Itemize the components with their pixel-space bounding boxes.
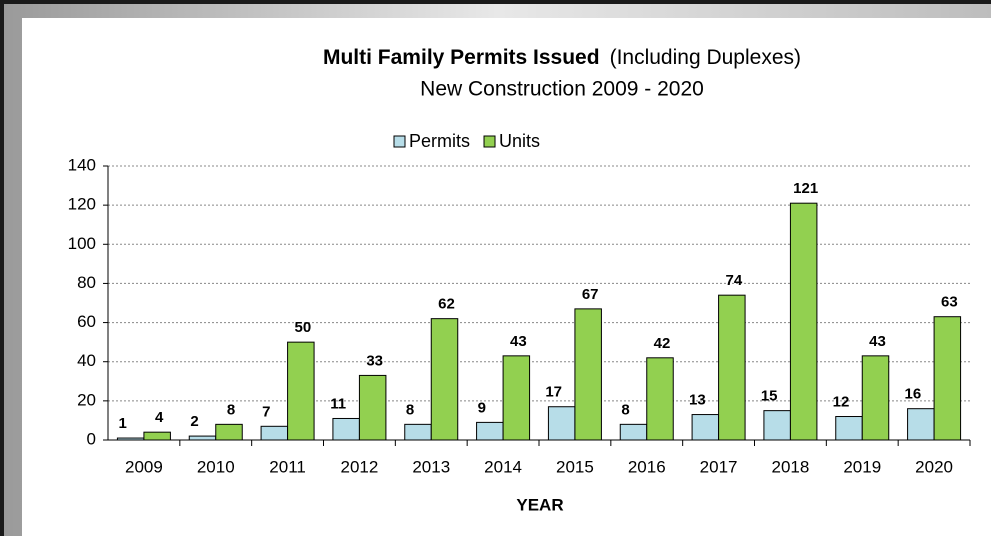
data-label: 16 [904, 386, 921, 403]
bar [619, 423, 648, 441]
data-label: 50 [294, 319, 311, 336]
y-tick-label: 140 [68, 155, 96, 174]
x-tick-label: 2010 [197, 457, 235, 476]
data-label: 2 [190, 413, 198, 430]
legend-swatch [393, 135, 406, 148]
x-tick-label: 2011 [269, 457, 306, 476]
y-tick-label: 80 [77, 273, 96, 292]
x-tick-label: 2013 [412, 457, 450, 476]
bar [502, 355, 531, 441]
bar [143, 431, 171, 441]
data-label: 4 [155, 409, 164, 426]
legend-label: Units [499, 131, 540, 151]
chart-title: Multi Family Permits Issued (Including Du… [323, 46, 801, 69]
legend-label: Permits [409, 131, 470, 151]
data-label: 63 [941, 294, 958, 311]
x-tick-label: 2017 [700, 457, 738, 476]
data-label: 62 [438, 296, 455, 313]
data-label: 33 [366, 352, 383, 369]
data-label: 7 [262, 403, 270, 420]
data-label: 42 [654, 335, 671, 352]
bar [835, 416, 863, 441]
bar [789, 202, 818, 441]
data-label: 43 [869, 333, 886, 350]
bar [358, 374, 387, 441]
bar [718, 294, 746, 441]
x-tick-label: 2019 [843, 457, 881, 476]
bar [574, 308, 602, 441]
bar [188, 435, 217, 441]
bar [332, 417, 360, 441]
x-tick-label: 2016 [628, 457, 666, 476]
panel [22, 18, 991, 536]
bar [260, 425, 289, 441]
bar [646, 357, 674, 441]
y-tick-label: 20 [77, 390, 96, 409]
bar [287, 341, 315, 441]
data-label: 12 [833, 393, 850, 410]
chart-subtitle: New Construction 2009 - 2020 [420, 78, 704, 101]
x-tick-label: 2015 [556, 457, 594, 476]
x-tick-label: 2020 [915, 457, 953, 476]
data-label: 8 [227, 401, 235, 418]
x-tick-label: 2014 [484, 457, 522, 476]
bar [907, 408, 935, 441]
data-label: 9 [478, 399, 486, 416]
bar [933, 316, 962, 441]
legend-swatch [483, 135, 496, 148]
bar [691, 414, 720, 441]
data-label: 13 [689, 392, 706, 409]
x-axis-label: YEAR [516, 495, 563, 514]
bar [404, 423, 432, 441]
data-label: 15 [761, 388, 778, 405]
data-label: 8 [621, 401, 629, 418]
x-tick-label: 2012 [341, 457, 379, 476]
x-tick-label: 2018 [772, 457, 810, 476]
data-label: 8 [406, 401, 414, 418]
y-tick-label: 40 [77, 351, 96, 370]
data-label: 11 [330, 395, 346, 412]
data-label: 17 [545, 384, 562, 401]
y-tick-label: 60 [77, 312, 96, 331]
data-label: 1 [118, 415, 126, 432]
data-label: 121 [793, 180, 818, 197]
data-label: 43 [510, 333, 527, 350]
bar [430, 318, 459, 441]
bar [547, 406, 576, 441]
title-main: Multi Family Permits Issued [323, 46, 600, 69]
data-label: 74 [725, 272, 742, 289]
bar [215, 423, 243, 441]
bar [476, 421, 504, 441]
bar [763, 410, 791, 441]
x-tick-label: 2009 [125, 457, 163, 476]
title-note: (Including Duplexes) [610, 46, 801, 69]
y-tick-label: 100 [68, 234, 96, 253]
bar [861, 355, 890, 441]
data-label: 67 [582, 286, 599, 303]
y-tick-label: 120 [68, 195, 96, 214]
y-tick-label: 0 [87, 429, 96, 448]
